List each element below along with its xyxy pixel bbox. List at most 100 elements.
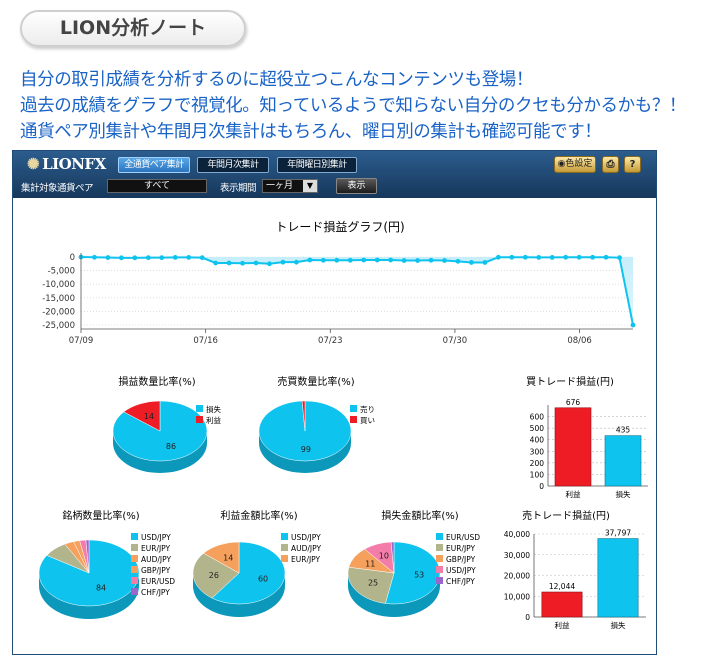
legend-swatch — [281, 544, 288, 551]
pnl-point — [549, 255, 555, 260]
legend-swatch — [281, 533, 288, 540]
tab-annual-weekday[interactable]: 年間曜日別集計 — [277, 157, 357, 173]
legend-label: EUR/USD — [446, 533, 480, 542]
pnl-line-chart: 0 -5,000 -10,000 -15,000 -20,000 -25,000 07/09… — [42, 253, 636, 346]
help-icon[interactable]: ? — [624, 156, 641, 173]
pnl-point — [469, 260, 474, 265]
pnl-chart-title: トレード損益グラフ(円) — [275, 219, 404, 234]
y-tick-label: -5,000 — [48, 267, 75, 277]
legend-swatch — [436, 577, 443, 584]
pnl-point — [617, 255, 622, 261]
y-tick-label: 0 — [539, 482, 544, 491]
pie-value-label: 86 — [166, 442, 176, 451]
pie-value-label: 99 — [301, 445, 311, 454]
pie-value-label: 84 — [96, 583, 106, 592]
y-tick-label: 400 — [530, 436, 545, 445]
pie-title: 利益金額比率(%) — [220, 509, 297, 522]
pnl-point — [320, 257, 326, 263]
pnl-point — [401, 258, 407, 263]
lion-mane-icon: ✺ — [27, 155, 40, 173]
pnl-area — [81, 257, 633, 325]
legend-swatch — [436, 566, 443, 573]
tab-annual-monthly[interactable]: 年間月次集計 — [197, 157, 269, 173]
logo-text: LIONFX — [42, 155, 106, 173]
pnl-point — [105, 255, 111, 260]
pie-title: 売買数量比率(%) — [277, 375, 354, 388]
legend-swatch — [196, 405, 203, 412]
pie-slice — [192, 552, 240, 599]
pnl-point — [442, 258, 447, 263]
bar — [604, 435, 642, 487]
pie-slice — [301, 400, 306, 432]
pie-slice — [390, 541, 395, 574]
pnl-point — [159, 255, 165, 261]
pnl-point — [92, 254, 97, 260]
pnl-point — [590, 254, 596, 260]
pnl-point — [630, 322, 636, 328]
legend-label: AUD/JPY — [141, 555, 171, 564]
x-tick-label: 07/16 — [193, 336, 218, 346]
pnl-point — [199, 255, 205, 261]
pnl-point — [563, 254, 569, 260]
pnl-point — [495, 254, 501, 260]
legend-label: GBP/JPY — [141, 566, 171, 575]
legend-swatch — [436, 555, 443, 562]
pnl-line — [80, 256, 634, 326]
y-tick-label: 300 — [530, 447, 545, 456]
bar — [597, 538, 639, 618]
pnl-point — [576, 254, 582, 260]
bar-buy-pnl: 買トレード損益(円) 0 100 200 300 400 500 600 676 利益 435 損失 — [526, 375, 648, 499]
period-select[interactable]: 一ヶ月 ▼ — [262, 179, 318, 193]
pnl-point — [118, 255, 124, 261]
x-tick-label: 07/23 — [318, 336, 343, 346]
legend-label: USD/JPY — [141, 533, 171, 542]
app-header: ✺ LIONFX 全通貨ペア集計 年間月次集計 年間曜日別集計 ◉色設定 ⎙ ? … — [13, 151, 656, 198]
tab-all-pairs[interactable]: 全通貨ペア集計 — [118, 157, 190, 173]
legend-swatch — [131, 566, 138, 573]
pie-value-label: 53 — [414, 571, 424, 580]
legend-swatch — [350, 416, 357, 423]
bar-title: 買トレード損益(円) — [526, 375, 614, 388]
pnl-point — [213, 260, 219, 266]
pnl-point — [374, 257, 380, 263]
bar-sell-pnl: 売トレード損益(円) 0 10,000 20,000 30,000 40,000 12,04… — [504, 509, 646, 630]
legend-label: 売り — [360, 404, 375, 414]
y-tick-label: 100 — [530, 470, 545, 479]
y-tick-label: -10,000 — [42, 280, 75, 290]
lionfx-logo: ✺ LIONFX — [27, 155, 106, 173]
pie-profit-amount: 利益金額比率(%) 60 26 14 USD/JPY AUD/JPY EUR/JPY — [192, 509, 321, 617]
pair-select[interactable]: すべて — [107, 179, 207, 193]
color-settings-button[interactable]: ◉色設定 — [554, 156, 596, 173]
charts-area: トレード損益グラフ(円) 0 -5,000 -10,000 -15,000 -20,00… — [38, 219, 648, 630]
bar-value-label: 435 — [616, 426, 631, 435]
y-tick-label: 200 — [530, 459, 545, 468]
show-button[interactable]: 表示 — [336, 178, 377, 194]
pie-symbol-count: 銘柄数量比率(%) 84 USD/JPY EUR/JPY AUD/JPY GBP/JPY E… — [38, 509, 175, 619]
pnl-point — [253, 260, 259, 266]
legend-swatch — [436, 544, 443, 551]
pnl-point — [509, 254, 515, 260]
pnl-point — [334, 257, 340, 263]
pnl-point — [226, 260, 232, 266]
pnl-point — [482, 260, 488, 265]
pie-title: 損失金額比率(%) — [381, 509, 458, 522]
pie-value-label: 25 — [368, 579, 378, 588]
pnl-point — [240, 260, 245, 266]
pair-label: 集計対象通貨ペア — [21, 183, 94, 194]
pie-value-label: 26 — [209, 571, 219, 580]
pie-value-label: 14 — [144, 412, 154, 421]
pnl-point — [361, 257, 367, 263]
y-tick-label: 600 — [530, 413, 545, 422]
y-tick-label: -15,000 — [42, 294, 75, 304]
y-tick-label: -20,000 — [42, 307, 75, 317]
pie-loss-amount: 損失金額比率(%) 53 25 11 10 EUR/USD EUR/JPY GBP/JPY US… — [347, 509, 480, 617]
y-tick-label: 500 — [530, 424, 545, 433]
chevron-down-icon[interactable]: ▼ — [303, 180, 317, 192]
lionfx-window: ✺ LIONFX 全通貨ペア集計 年間月次集計 年間曜日別集計 ◉色設定 ⎙ ? … — [12, 150, 657, 655]
pnl-point — [172, 255, 178, 260]
legend-label: EUR/JPY — [291, 555, 321, 564]
print-icon[interactable]: ⎙ — [602, 156, 619, 173]
pie-slice — [385, 541, 441, 605]
